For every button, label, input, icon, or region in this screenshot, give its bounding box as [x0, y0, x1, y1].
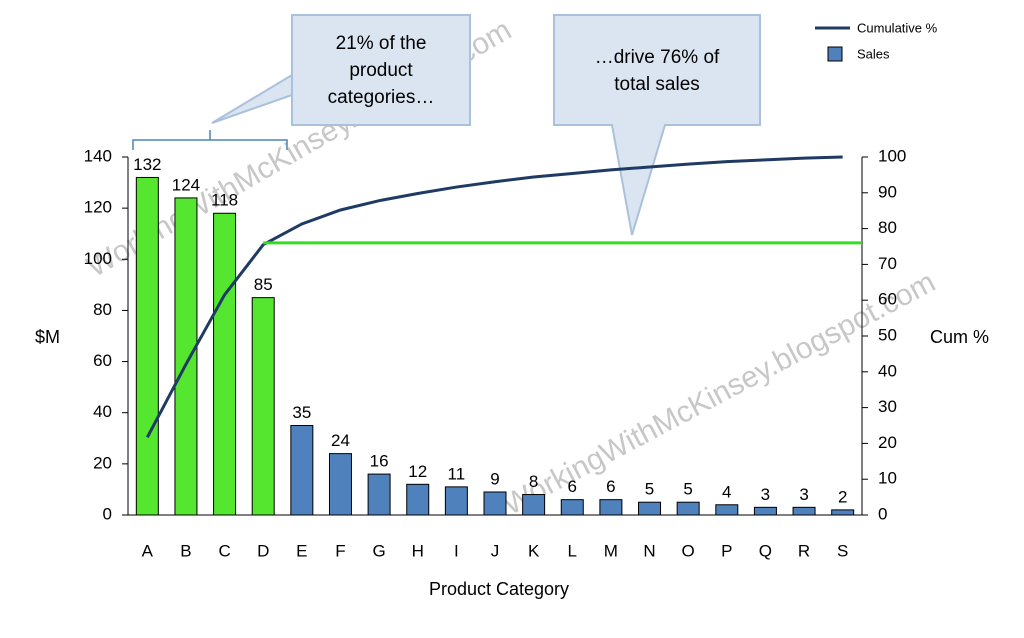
- bar: [599, 499, 623, 516]
- x-tick-label: C: [218, 541, 230, 560]
- bar: [213, 212, 237, 516]
- x-tick-label: R: [798, 541, 810, 560]
- value-label: 6: [568, 477, 577, 496]
- value-label: 118: [211, 191, 238, 210]
- value-label: 2: [838, 487, 847, 506]
- callout-text: 21% of the: [336, 33, 427, 54]
- y-tick-label: 100: [84, 249, 112, 268]
- x-axis-label: Product Category: [429, 579, 569, 599]
- value-label: 4: [722, 482, 731, 501]
- y2-tick-label: 20: [878, 433, 897, 452]
- x-tick-label: O: [682, 541, 695, 560]
- value-label: 35: [292, 403, 311, 422]
- x-tick-label: N: [643, 541, 655, 560]
- watermark: WorkingWithMcKinsey.blogspot.com: [498, 265, 941, 521]
- bar: [753, 506, 777, 516]
- value-label: 132: [133, 155, 161, 174]
- x-tick-label: G: [372, 541, 385, 560]
- bar: [290, 425, 314, 516]
- y-tick-label: 120: [84, 198, 112, 217]
- y-tick-label: 20: [93, 453, 112, 472]
- value-label: 16: [370, 452, 389, 471]
- bar: [715, 504, 739, 516]
- bar: [328, 453, 352, 516]
- bar: [251, 297, 275, 516]
- bar: [560, 499, 584, 516]
- x-tick-label: Q: [759, 541, 772, 560]
- y2-tick-label: 100: [878, 146, 906, 165]
- x-tick-label: S: [837, 541, 848, 560]
- callout-text: total sales: [614, 74, 700, 95]
- callout-text: categories…: [328, 87, 435, 108]
- bar: [483, 491, 507, 516]
- x-tick-label: B: [180, 541, 191, 560]
- value-label: 8: [529, 472, 538, 491]
- y2-tick-label: 70: [878, 254, 897, 273]
- y2-axis-label: Cum %: [930, 327, 989, 347]
- callout-text: …drive 76% of: [595, 47, 720, 68]
- x-tick-label: F: [335, 541, 345, 560]
- legend-label: Sales: [857, 46, 890, 61]
- y-tick-label: 40: [93, 402, 112, 421]
- x-tick-label: P: [721, 541, 732, 560]
- callout: [553, 14, 761, 236]
- value-label: 5: [683, 480, 692, 499]
- x-tick-label: H: [412, 541, 424, 560]
- x-tick-label: A: [142, 541, 154, 560]
- y2-tick-label: 40: [878, 361, 897, 380]
- value-label: 3: [761, 485, 770, 504]
- value-label: 3: [799, 485, 808, 504]
- y2-tick-label: 80: [878, 218, 897, 237]
- bar: [174, 197, 198, 516]
- x-tick-label: K: [528, 541, 540, 560]
- cumulative-line: [145, 155, 843, 439]
- value-label: 6: [606, 477, 615, 496]
- y-tick-label: 60: [93, 351, 112, 370]
- value-label: 124: [172, 175, 200, 194]
- callout-text: product: [349, 60, 413, 81]
- bar: [676, 501, 700, 516]
- legend-label: Cumulative %: [857, 20, 938, 35]
- value-label: 5: [645, 480, 654, 499]
- value-label: 85: [254, 275, 273, 294]
- y-tick-label: 80: [93, 300, 112, 319]
- x-tick-label: J: [491, 541, 500, 560]
- y-tick-label: 0: [103, 504, 112, 523]
- y-axis-label: $M: [35, 327, 60, 347]
- x-tick-label: M: [604, 541, 618, 560]
- y2-tick-label: 0: [878, 504, 887, 523]
- value-label: 24: [331, 431, 350, 450]
- y2-tick-label: 90: [878, 182, 897, 201]
- callout: [211, 14, 471, 126]
- x-tick-label: D: [257, 541, 269, 560]
- x-tick-label: E: [296, 541, 307, 560]
- bar: [831, 509, 855, 516]
- bar: [406, 483, 430, 516]
- bracket: [132, 130, 288, 150]
- bar: [367, 473, 391, 516]
- bar: [444, 486, 468, 516]
- y2-tick-label: 60: [878, 290, 897, 309]
- bar: [135, 176, 159, 516]
- x-tick-label: L: [568, 541, 577, 560]
- y2-tick-label: 10: [878, 469, 897, 488]
- value-label: 9: [490, 469, 499, 488]
- x-tick-label: I: [454, 541, 459, 560]
- legend-swatch: [827, 46, 843, 62]
- y2-tick-label: 50: [878, 325, 897, 344]
- bar: [522, 494, 546, 516]
- y2-tick-label: 30: [878, 397, 897, 416]
- bar: [638, 501, 662, 516]
- value-label: 12: [408, 462, 427, 481]
- value-label: 11: [448, 464, 466, 483]
- y-tick-label: 140: [84, 146, 112, 165]
- bar: [792, 506, 816, 516]
